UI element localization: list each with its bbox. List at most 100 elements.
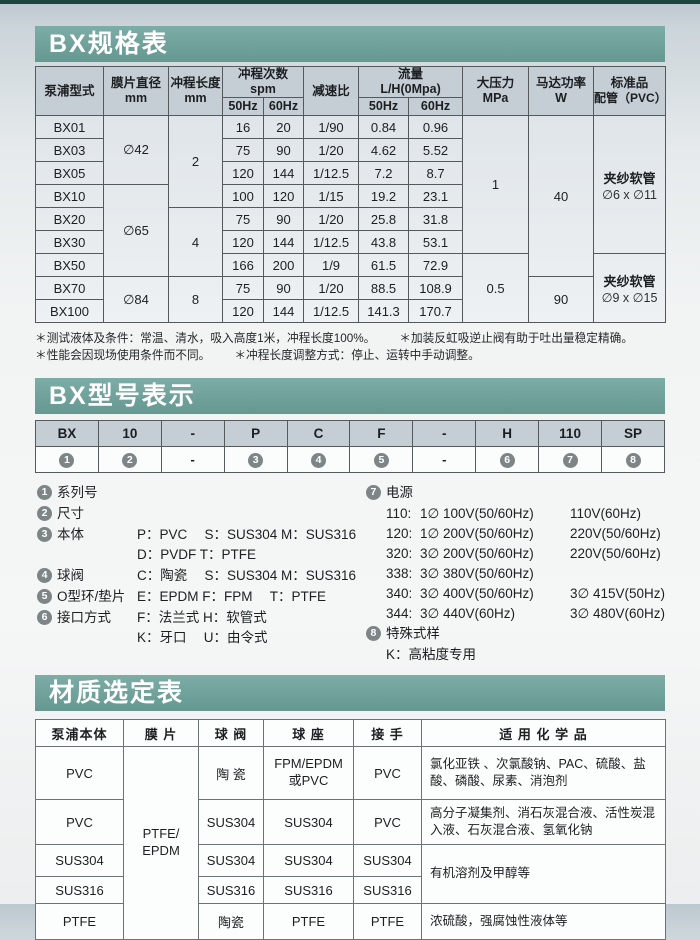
spec-cell-flow50: 25.8 — [358, 207, 410, 231]
material-cell-film: PTFE/ EPDM — [123, 746, 199, 940]
mark-cell: 8 — [601, 446, 665, 473]
mark-cell: - — [412, 446, 477, 473]
circle-7-badge: 7 — [562, 452, 578, 468]
power-option-line: 110: 1∅ 100V(50/60Hz) 110V(60Hz) — [385, 506, 641, 521]
spec-cell-ratio: 1/12.5 — [303, 161, 360, 185]
circle-8-badge: 8 — [365, 626, 381, 641]
material-cell-valve: SUS316 — [198, 876, 264, 904]
spec-cell-ratio: 1/9 — [303, 253, 360, 277]
spec-cell-diaphragm-42: ∅42 — [103, 115, 169, 185]
spec-cell-ratio: 1/90 — [303, 115, 360, 139]
mark-cell: 1 — [35, 446, 99, 473]
spec-cell-model: BX70 — [35, 276, 104, 300]
spec-cell-stroke-4: 4 — [168, 207, 223, 277]
spec-cell-flow60: 53.1 — [408, 230, 464, 254]
circle-6-badge: 6 — [499, 452, 515, 468]
mark-cell: 4 — [286, 446, 351, 473]
material-cell-seat: SUS304 — [263, 844, 354, 877]
spec-header-power: 马达功率 W — [528, 66, 595, 116]
mark-cell: 7 — [538, 446, 603, 473]
spec-cell-power-90: 90 — [528, 276, 595, 323]
mark-cell: - — [160, 446, 225, 473]
special-option-line: K：高粘度专用 — [385, 647, 476, 662]
spec-cell-ratio: 1/12.5 — [303, 299, 360, 323]
legend-item-series: 1 系列号 — [35, 483, 364, 503]
code-cell: F — [349, 420, 414, 447]
material-cell-seat: SUS304 — [263, 799, 354, 845]
legend-item-size: 2 尺寸 — [35, 504, 364, 524]
material-cell-joint: SUS304 — [353, 844, 422, 877]
material-header-joint: 接 手 — [353, 719, 422, 747]
material-cell-body: PTFE — [35, 903, 124, 940]
code-cell: H — [475, 420, 540, 447]
material-cell-body: SUS304 — [35, 844, 124, 877]
material-cell-seat: PTFE — [263, 903, 354, 940]
page-content: BX规格表 泵浦型式 膜片直径 mm 冲程长度 mm 冲程次数 spm 减速比 流量 L… — [0, 26, 700, 940]
code-cell: BX — [35, 420, 99, 447]
spec-cell-pressure-1: 1 — [462, 115, 530, 254]
spec-cell-flow60: 5.52 — [408, 138, 464, 162]
table-row: BX05 120 144 1/12.5 7.2 8.7 — [35, 161, 666, 185]
model-code-legend: 1 系列号 2 尺寸 3 本体 P：PVC S：SUS304 M：SUS316 … — [35, 483, 665, 665]
legend-option-line: C：陶瓷 S：SUS304 M：SUS316 — [137, 568, 357, 583]
spec-cell-flow60: 0.96 — [408, 115, 464, 139]
model-mark-row: 1 2 - 3 4 5 - 6 7 8 — [35, 446, 665, 473]
spec-cell-spm50: 100 — [222, 184, 264, 208]
table-row: BX01 ∅42 2 16 20 1/90 0.84 0.96 1 40 夹纱软… — [35, 115, 667, 277]
legend-option-line: F：法兰式 H：软管式 — [137, 610, 267, 625]
circle-4-badge: 4 — [37, 568, 52, 583]
spec-cell-model: BX03 — [35, 138, 104, 162]
material-cell-valve: SUS304 — [198, 844, 264, 877]
table-row: BX20 4 75 90 1/20 25.8 31.8 — [35, 207, 666, 277]
spec-cell-spm50: 120 — [222, 161, 264, 185]
spec-header-diaphragm: 膜片直径 mm — [103, 66, 169, 116]
material-cell-body: SUS316 — [35, 876, 124, 904]
material-header-row: 泵浦本体 膜 片 球 阀 球 座 接 手 适 用 化 学 品 — [35, 719, 666, 747]
code-cell: SP — [601, 420, 665, 447]
mark-cell: 2 — [97, 446, 162, 473]
spec-cell-stroke-8: 8 — [168, 276, 223, 323]
code-cell: 10 — [97, 420, 162, 447]
material-header-body: 泵浦本体 — [35, 719, 124, 747]
material-header-film: 膜 片 — [123, 719, 199, 747]
spec-footnotes: ＊测试液体及条件：常温、清水，吸入高度1米，冲程长度100%。 ＊加装反虹吸逆止… — [35, 330, 665, 364]
spec-cell-spm60: 90 — [262, 138, 305, 162]
spec-cell-spm50: 120 — [222, 230, 264, 254]
spec-cell-spm50: 75 — [222, 276, 264, 300]
legend-item-body: 3 本体 P：PVC S：SUS304 M：SUS316 D：PVDF T：PT… — [35, 525, 364, 565]
spec-cell-diaphragm-84: ∅84 — [103, 276, 169, 323]
material-header-seat: 球 座 — [263, 719, 354, 747]
circle-3-badge: 3 — [248, 452, 264, 468]
legend-item-oring: 5 O型环/垫片 E：EPDM F：FPM T：PTFE — [35, 587, 364, 607]
material-cell-valve: SUS304 — [198, 799, 264, 845]
spec-header-ratio: 减速比 — [303, 66, 360, 116]
circle-7-badge: 7 — [365, 485, 381, 500]
spec-cell-spm60: 144 — [262, 161, 305, 185]
spec-cell-model: BX100 — [35, 299, 104, 323]
spec-cell-flow50: 7.2 — [358, 161, 410, 185]
material-cell-valve: 陶 瓷 — [198, 746, 264, 800]
legend-item-ball-valve: 4 球阀 C：陶瓷 S：SUS304 M：SUS316 — [35, 566, 364, 586]
power-option-line: 320: 3∅ 200V(50/60Hz) 220V(50/60Hz) — [385, 546, 661, 561]
legend-right-column: 7 电源 110: 1∅ 100V(50/60Hz) 110V(60Hz) 12… — [364, 483, 665, 665]
spec-subheader-spm-60hz: 60Hz — [262, 97, 305, 116]
footnote: ＊测试液体及条件：常温、清水，吸入高度1米，冲程长度100%。 — [35, 332, 376, 345]
spec-cell-flow50: 4.62 — [358, 138, 410, 162]
footnote: ＊性能会因现场使用条件而不同。 — [35, 349, 211, 362]
material-cell-joint: PVC — [353, 746, 422, 800]
section-title-material: 材质选定表 — [35, 675, 665, 711]
spec-cell-ratio: 1/12.5 — [303, 230, 360, 254]
material-cell-joint: PVC — [353, 799, 422, 845]
spec-cell-ratio: 1/20 — [303, 276, 360, 300]
spec-cell-spm60: 20 — [262, 115, 305, 139]
table-row: SUS304 SUS304 SUS304 SUS304 有机溶剂及甲醇等 — [35, 844, 666, 904]
spec-cell-piping-small: 夹纱软管 ∅6 x ∅11 — [593, 115, 667, 254]
spec-cell-model: BX20 — [35, 207, 104, 231]
spec-cell-flow50: 88.5 — [358, 276, 410, 300]
material-table: 泵浦本体 膜 片 球 阀 球 座 接 手 适 用 化 学 品 PVC PTFE/… — [35, 719, 666, 940]
legend-option-line: P：PVC S：SUS304 M：SUS316 — [137, 527, 357, 542]
spec-cell-flow60: 23.1 — [408, 184, 464, 208]
power-option-line: 344: 3∅ 440V(60Hz) 3∅ 480V(60Hz) — [385, 606, 665, 621]
spec-cell-ratio: 1/15 — [303, 184, 360, 208]
spec-subheader-flow-50hz: 50Hz — [358, 97, 410, 116]
